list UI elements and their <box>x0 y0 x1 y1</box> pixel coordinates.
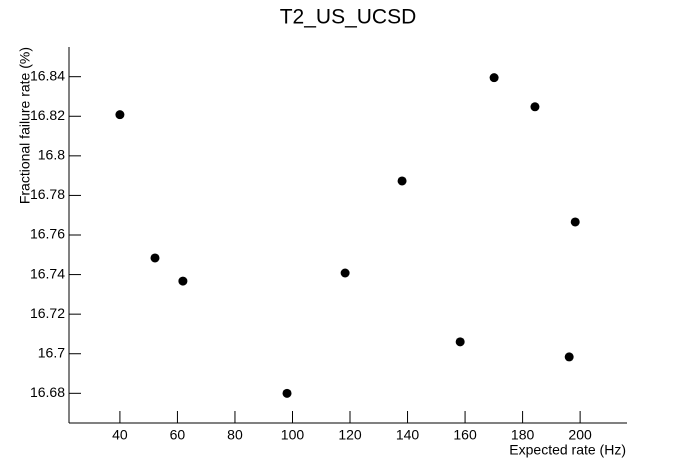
data-point <box>340 268 350 278</box>
y-tick-label: 16.8 <box>38 147 65 163</box>
data-point <box>564 352 574 362</box>
data-point <box>178 276 188 286</box>
y-tick-label: 16.84 <box>30 67 65 83</box>
x-tick-label: 40 <box>112 427 128 443</box>
y-tick-label: 16.82 <box>30 107 65 123</box>
data-point <box>282 388 292 398</box>
x-tick-label: 160 <box>453 427 477 443</box>
data-point <box>530 102 540 112</box>
data-point <box>397 176 407 186</box>
y-tick-label: 16.74 <box>30 265 65 281</box>
data-point <box>150 253 160 263</box>
y-tick-label: 16.76 <box>30 226 65 242</box>
data-point <box>115 110 125 120</box>
data-point <box>455 337 465 347</box>
x-tick-label: 60 <box>170 427 186 443</box>
data-point <box>489 73 499 83</box>
x-tick-label: 200 <box>568 427 592 443</box>
y-tick-label: 16.68 <box>30 384 65 400</box>
y-axis-label: Fractional failure rate (%) <box>17 47 33 204</box>
y-tick-label: 16.7 <box>38 344 65 360</box>
x-tick-label: 140 <box>396 427 420 443</box>
x-tick-label: 180 <box>511 427 535 443</box>
y-tick-label: 16.72 <box>30 305 65 321</box>
data-point <box>570 217 580 227</box>
x-tick-label: 100 <box>281 427 305 443</box>
x-tick-label: 120 <box>338 427 362 443</box>
y-tick-label: 16.78 <box>30 186 65 202</box>
x-axis-label: Expected rate (Hz) <box>509 442 626 458</box>
chart-title: T2_US_UCSD <box>280 6 417 29</box>
x-tick-label: 80 <box>227 427 243 443</box>
